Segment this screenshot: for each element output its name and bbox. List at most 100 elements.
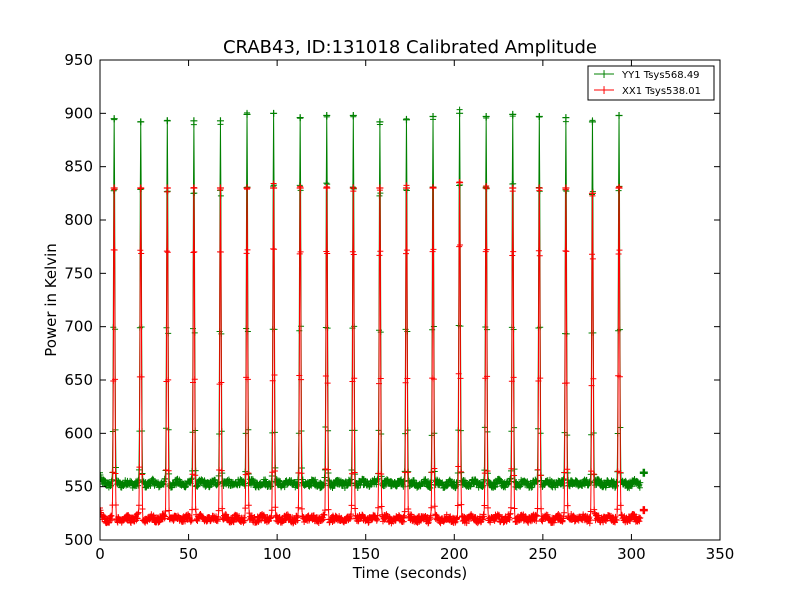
data-point bbox=[457, 241, 464, 248]
data-point bbox=[155, 519, 162, 526]
data-point bbox=[484, 373, 491, 380]
peak-point bbox=[376, 184, 384, 192]
data-point bbox=[563, 248, 570, 255]
data-point bbox=[138, 250, 145, 257]
y-tick-label: 600 bbox=[64, 424, 93, 442]
data-point bbox=[507, 504, 514, 511]
x-tick-label: 150 bbox=[351, 545, 380, 563]
data-point bbox=[218, 467, 225, 474]
data-point bbox=[375, 470, 382, 477]
chart-title: CRAB43, ID:131018 Calibrated Amplitude bbox=[223, 37, 597, 58]
data-point bbox=[587, 508, 594, 515]
data-point bbox=[454, 481, 461, 488]
data-point bbox=[427, 481, 434, 488]
data-point bbox=[457, 468, 464, 475]
peak-point bbox=[137, 118, 145, 126]
data-point bbox=[404, 375, 411, 382]
data-point bbox=[217, 248, 224, 255]
data-point bbox=[268, 507, 275, 514]
data-point bbox=[162, 467, 169, 474]
peak-point bbox=[163, 117, 171, 125]
series-markers bbox=[100, 179, 644, 527]
data-point bbox=[242, 505, 249, 512]
data-point bbox=[637, 479, 644, 486]
data-point bbox=[298, 470, 305, 477]
data-point bbox=[431, 465, 438, 472]
legend-marker-yy1: + bbox=[599, 67, 609, 81]
data-point bbox=[403, 247, 410, 254]
data-point bbox=[242, 471, 249, 478]
data-point bbox=[561, 509, 568, 516]
peak-point bbox=[562, 184, 570, 192]
peak-point bbox=[429, 184, 437, 192]
data-point bbox=[480, 476, 487, 483]
data-point bbox=[510, 374, 517, 381]
data-point bbox=[348, 470, 355, 477]
data-point bbox=[538, 505, 545, 512]
data-point bbox=[269, 469, 276, 476]
data-point bbox=[636, 484, 643, 491]
data-point bbox=[298, 376, 305, 383]
x-tick-label: 50 bbox=[179, 545, 198, 563]
plot-frame bbox=[99, 59, 721, 541]
y-tick-label: 850 bbox=[64, 158, 93, 176]
peak-point bbox=[429, 113, 437, 121]
data-point bbox=[564, 502, 571, 509]
data-point bbox=[218, 379, 225, 386]
data-point bbox=[135, 502, 142, 509]
data-point bbox=[375, 504, 382, 511]
data-point bbox=[378, 470, 385, 477]
x-axis-label: Time (seconds) bbox=[352, 564, 468, 582]
data-point bbox=[348, 476, 355, 483]
data-point bbox=[617, 469, 624, 476]
data-point bbox=[589, 251, 596, 258]
peak-point bbox=[296, 184, 304, 192]
data-point bbox=[216, 466, 223, 473]
data-point bbox=[165, 376, 172, 383]
data-point bbox=[480, 482, 487, 489]
data-point bbox=[405, 506, 412, 513]
y-tick-label: 750 bbox=[64, 264, 93, 282]
data-point bbox=[484, 504, 491, 511]
data-point bbox=[322, 372, 329, 379]
peak-point bbox=[509, 184, 517, 192]
data-point bbox=[321, 480, 328, 487]
data-point bbox=[349, 378, 356, 385]
data-point bbox=[401, 508, 408, 515]
data-point bbox=[483, 246, 490, 253]
data-point bbox=[268, 512, 275, 519]
data-point bbox=[244, 376, 251, 383]
data-point bbox=[616, 247, 623, 254]
y-tick-label: 500 bbox=[64, 531, 93, 549]
data-point bbox=[230, 519, 237, 526]
peak-point bbox=[243, 110, 251, 118]
data-point bbox=[162, 475, 169, 482]
data-point bbox=[534, 466, 541, 473]
peak-point bbox=[323, 111, 331, 119]
peak-point bbox=[615, 184, 623, 192]
data-point bbox=[351, 469, 358, 476]
data-point bbox=[192, 472, 199, 479]
data-point bbox=[532, 511, 539, 518]
data-point bbox=[348, 511, 355, 518]
data-point bbox=[162, 508, 169, 515]
data-point bbox=[190, 379, 196, 386]
data-point bbox=[100, 505, 103, 511]
end-point bbox=[639, 506, 648, 515]
data-point bbox=[163, 248, 170, 255]
data-point bbox=[564, 466, 571, 473]
data-point bbox=[297, 248, 304, 255]
data-point bbox=[590, 471, 597, 478]
x-tick-label: 0 bbox=[95, 545, 105, 563]
peak-point bbox=[243, 184, 251, 192]
data-point bbox=[535, 247, 542, 254]
peak-point bbox=[270, 184, 278, 192]
data-point bbox=[562, 247, 569, 254]
y-tick-label: 650 bbox=[64, 371, 93, 389]
x-tick-label: 250 bbox=[529, 545, 558, 563]
data-point bbox=[534, 512, 541, 519]
data-point bbox=[191, 376, 198, 383]
data-point bbox=[455, 463, 462, 470]
data-point bbox=[374, 475, 381, 482]
legend-label-xx1: XX1 Tsys538.01 bbox=[622, 86, 701, 97]
